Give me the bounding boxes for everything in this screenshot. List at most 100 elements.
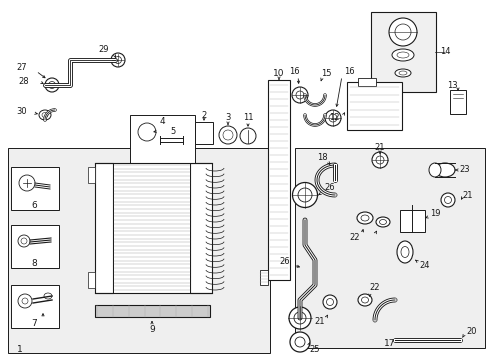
Circle shape (19, 175, 35, 191)
Circle shape (223, 130, 232, 140)
Bar (195, 122, 213, 144)
Text: 6: 6 (31, 202, 37, 211)
Circle shape (219, 126, 237, 144)
Bar (11, 167, 59, 210)
Ellipse shape (288, 307, 310, 329)
Text: 13: 13 (446, 81, 456, 90)
Text: 25: 25 (309, 346, 320, 355)
Ellipse shape (394, 69, 410, 77)
Ellipse shape (325, 110, 340, 126)
Ellipse shape (396, 241, 412, 263)
Text: 21: 21 (374, 144, 385, 153)
Text: 5: 5 (170, 126, 175, 135)
Text: 21: 21 (314, 318, 325, 327)
Text: 2: 2 (201, 112, 206, 121)
Ellipse shape (356, 212, 372, 224)
Ellipse shape (396, 52, 408, 58)
Bar (370, 12, 435, 92)
Bar (8, 148, 269, 353)
Bar (88, 167, 95, 183)
Ellipse shape (360, 215, 368, 221)
Bar (399, 210, 424, 232)
Bar (449, 90, 465, 114)
Text: 26: 26 (279, 257, 290, 266)
Circle shape (18, 235, 30, 247)
Ellipse shape (323, 295, 336, 309)
Circle shape (22, 298, 28, 304)
Text: 26: 26 (324, 184, 335, 193)
Circle shape (394, 24, 410, 40)
Ellipse shape (294, 337, 305, 347)
Bar (95, 305, 209, 317)
Text: 17: 17 (384, 339, 395, 348)
Ellipse shape (371, 152, 387, 168)
Text: 10: 10 (273, 68, 284, 77)
Text: 8: 8 (31, 258, 37, 267)
Text: 15: 15 (320, 68, 330, 77)
Ellipse shape (297, 188, 311, 202)
Ellipse shape (45, 78, 59, 92)
Text: 22: 22 (369, 284, 380, 292)
Ellipse shape (293, 312, 305, 324)
Ellipse shape (379, 220, 386, 225)
Text: 22: 22 (349, 234, 360, 243)
Circle shape (138, 123, 156, 141)
Ellipse shape (291, 87, 307, 103)
Bar (95, 163, 113, 293)
Text: 21: 21 (462, 190, 472, 199)
Ellipse shape (44, 293, 52, 299)
Ellipse shape (400, 247, 408, 257)
Circle shape (388, 18, 416, 46)
Text: 29: 29 (99, 45, 109, 54)
Circle shape (21, 238, 27, 244)
Text: 16: 16 (343, 67, 354, 76)
Ellipse shape (289, 332, 309, 352)
Bar (130, 115, 195, 163)
Text: 11: 11 (242, 113, 253, 122)
Bar (11, 285, 59, 328)
Text: 18: 18 (316, 153, 326, 162)
Text: 30: 30 (17, 108, 27, 117)
Text: 16: 16 (288, 67, 299, 76)
Bar (346, 82, 401, 130)
Bar (260, 270, 267, 285)
Ellipse shape (391, 49, 413, 61)
Ellipse shape (361, 297, 368, 303)
Bar (88, 272, 95, 288)
Ellipse shape (444, 197, 450, 203)
Text: 9: 9 (149, 325, 155, 334)
Circle shape (18, 294, 32, 308)
Text: 14: 14 (439, 48, 449, 57)
Ellipse shape (48, 81, 55, 89)
Text: 24: 24 (419, 261, 429, 270)
Ellipse shape (42, 112, 48, 117)
Text: 3: 3 (225, 113, 230, 122)
Text: 4: 4 (159, 117, 164, 126)
Bar (11, 225, 59, 268)
Ellipse shape (375, 217, 389, 227)
Ellipse shape (114, 57, 121, 63)
Ellipse shape (357, 294, 371, 306)
Ellipse shape (375, 156, 383, 164)
Text: 20: 20 (466, 328, 476, 337)
Ellipse shape (295, 91, 304, 99)
Text: 7: 7 (31, 319, 37, 328)
Ellipse shape (440, 193, 454, 207)
Text: 28: 28 (19, 77, 29, 86)
Bar (190, 163, 212, 293)
Circle shape (240, 128, 256, 144)
Bar (267, 80, 289, 280)
Ellipse shape (111, 53, 125, 67)
Ellipse shape (39, 110, 51, 120)
Text: 19: 19 (429, 210, 439, 219)
Ellipse shape (398, 71, 406, 75)
Text: 27: 27 (17, 63, 27, 72)
Ellipse shape (428, 163, 440, 177)
Bar (113, 163, 190, 293)
Bar (294, 148, 484, 348)
Ellipse shape (434, 163, 454, 177)
Ellipse shape (326, 298, 333, 306)
Text: 23: 23 (459, 166, 469, 175)
Ellipse shape (292, 183, 317, 207)
Text: 1: 1 (17, 345, 23, 354)
